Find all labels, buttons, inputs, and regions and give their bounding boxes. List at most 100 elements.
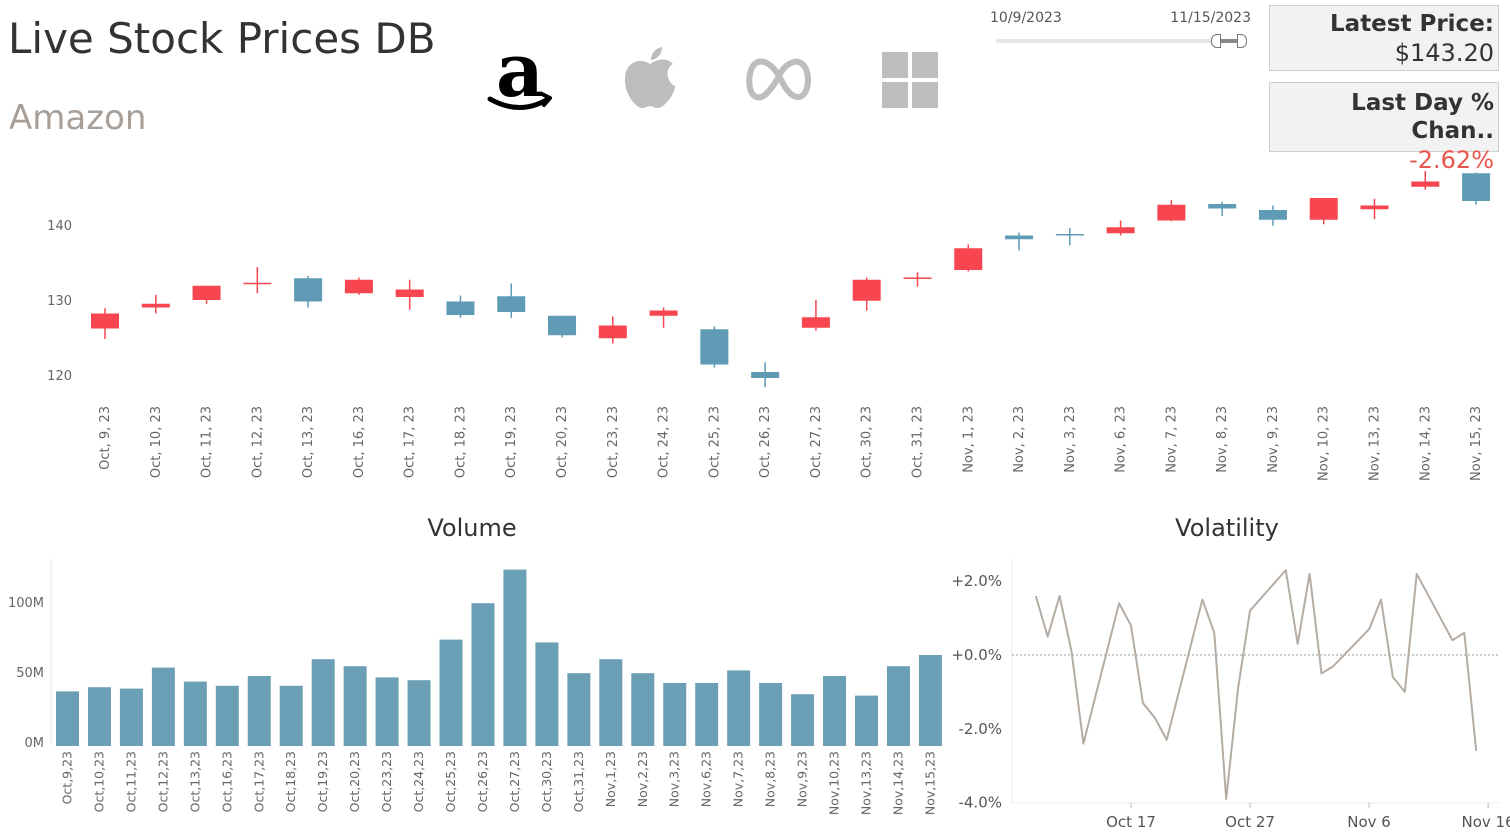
volume-bar (886, 666, 910, 746)
date-range-track[interactable] (996, 39, 1245, 43)
candle-body (1258, 210, 1287, 220)
dashboard-title: Live Stock Prices DB (8, 14, 436, 63)
microsoft-logo-button[interactable] (882, 52, 938, 108)
date-range-end-handle[interactable] (1237, 34, 1247, 48)
candle-body (700, 329, 729, 365)
volatility-x-tick-label: Nov 6 (1347, 813, 1391, 831)
volume-y-tick-label: 0M (25, 736, 45, 751)
last-day-change-value: -2.62% (1409, 146, 1494, 174)
candle-x-tick-label: Nov, 13, 23 (1368, 406, 1383, 481)
candle-x-tick-label: Nov, 3, 23 (1063, 406, 1078, 473)
latest-price-label: Latest Price: (1330, 11, 1494, 37)
volume-x-tick-label: Nov,14,23 (890, 751, 905, 815)
volume-bar (279, 685, 303, 746)
candle-body (446, 301, 475, 315)
volume-bar (759, 683, 783, 746)
candle-y-tick-label: 130 (47, 294, 72, 309)
candle-body (1462, 173, 1491, 201)
volume-x-tick-label: Oct,30,23 (539, 751, 554, 812)
volatility-y-tick-label: +0.0% (951, 646, 1002, 664)
candle-x-tick-label: Oct, 9, 23 (98, 406, 113, 470)
apple-logo-button[interactable] (620, 46, 680, 110)
volume-bar (855, 695, 878, 746)
candle-body (1106, 227, 1135, 234)
candle-body (598, 325, 627, 339)
volume-bar (56, 691, 79, 746)
volume-y-tick-label: 50M (16, 666, 44, 681)
volume-x-tick-label: Oct,18,23 (283, 751, 298, 812)
date-range-start-handle[interactable] (1211, 34, 1221, 48)
candle-x-tick-label: Nov, 15, 23 (1469, 406, 1484, 481)
candle-x-tick-label: Oct, 26, 23 (758, 406, 773, 478)
candle-body (1157, 204, 1186, 221)
candle-x-tick-label: Oct, 25, 23 (707, 406, 722, 478)
volume-x-tick-label: Nov,13,23 (859, 751, 874, 815)
date-range-selection (1214, 39, 1238, 43)
volume-x-tick-label: Oct,11,23 (123, 751, 138, 812)
date-range-filter: 10/9/2023 11/15/2023 (990, 10, 1255, 50)
candle-x-tick-label: Oct, 30, 23 (860, 406, 875, 478)
candle-body (954, 248, 983, 270)
last-day-change-card: Last Day % Chan.. -2.62% (1269, 82, 1499, 174)
volatility-x-tick-label: Oct 17 (1106, 813, 1156, 831)
candle-x-tick-label: Nov, 8, 23 (1215, 406, 1230, 473)
volatility-x-tick-label: Oct 27 (1225, 813, 1275, 831)
latest-price-card: Latest Price: $143.20 (1269, 5, 1499, 71)
volume-bar (823, 676, 847, 746)
candle-x-tick-label: Oct, 11, 23 (200, 406, 215, 478)
volume-bar (183, 681, 207, 746)
volume-x-tick-label: Nov,9,23 (795, 751, 810, 807)
candle-x-tick-label: Nov, 10, 23 (1317, 406, 1332, 481)
volume-bar (343, 666, 367, 746)
candle-body (395, 289, 424, 297)
volatility-y-tick-label: -4.0% (958, 794, 1002, 812)
volume-bar (375, 677, 399, 746)
volume-chart-title: Volume (427, 514, 517, 542)
volatility-x-tick-label: Nov 16 (1462, 813, 1510, 831)
volume-bar (471, 603, 495, 746)
candle-body (1055, 234, 1084, 236)
candle-body (852, 279, 881, 301)
apple-logo-icon (624, 47, 675, 108)
volume-x-tick-label: Oct,24,23 (411, 751, 426, 812)
date-range-start: 10/9/2023 (990, 10, 1062, 26)
candle-x-tick-label: Nov, 14, 23 (1418, 406, 1433, 481)
volume-x-tick-label: Oct,10,23 (91, 751, 106, 812)
candle-x-tick-label: Nov, 7, 23 (1164, 406, 1179, 473)
candle-x-tick-label: Oct, 10, 23 (149, 406, 164, 478)
candle-y-tick-label: 140 (47, 219, 72, 234)
candle-x-tick-label: Nov, 2, 23 (1012, 406, 1027, 473)
volume-bar (567, 673, 591, 746)
candle-body (1309, 198, 1338, 220)
candle-x-tick-label: Oct, 23, 23 (606, 406, 621, 478)
candle-body (294, 278, 323, 302)
volume-bar (311, 659, 335, 746)
meta-logo-button[interactable] (744, 56, 814, 104)
volume-x-tick-label: Oct,27,23 (507, 751, 522, 812)
volume-bar (215, 685, 239, 746)
candle-body (1208, 204, 1237, 209)
candle-x-tick-label: Oct, 16, 23 (352, 406, 367, 478)
candle-y-tick-label: 120 (47, 369, 72, 384)
volume-bar (439, 639, 463, 746)
candle-x-tick-label: Oct, 31, 23 (910, 406, 925, 478)
company-name: Amazon (9, 98, 147, 138)
volume-x-tick-label: Nov,2,23 (635, 751, 650, 807)
volume-y-tick-label: 100M (8, 596, 44, 611)
volume-x-tick-label: Oct,19,23 (315, 751, 330, 812)
candle-x-tick-label: Oct, 24, 23 (657, 406, 672, 478)
volume-x-tick-label: Oct,25,23 (443, 751, 458, 812)
candle-x-tick-label: Oct, 20, 23 (555, 406, 570, 478)
volume-bar (87, 687, 111, 746)
volume-bar (503, 569, 527, 746)
volatility-line (1034, 569, 1478, 800)
candle-x-tick-label: Oct, 13, 23 (301, 406, 316, 478)
meta-logo-icon (746, 58, 812, 101)
volume-bar (599, 659, 623, 746)
candle-body (243, 282, 272, 285)
candle-x-tick-label: Oct, 19, 23 (504, 406, 519, 478)
volume-x-tick-label: Oct,13,23 (187, 751, 202, 812)
volume-bar (918, 655, 942, 746)
volume-x-tick-label: Oct,16,23 (219, 751, 234, 812)
